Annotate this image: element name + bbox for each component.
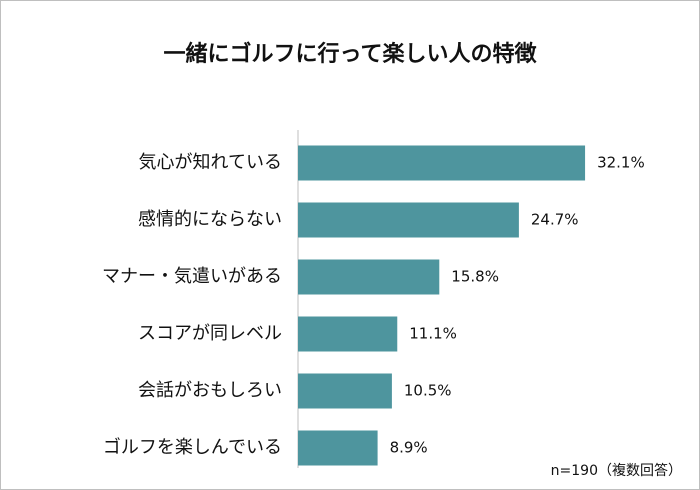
- value-label: 15.8%: [451, 268, 499, 286]
- y-tick-label: スコアが同レベル: [138, 323, 282, 344]
- value-label: 32.1%: [597, 154, 645, 172]
- bar: [298, 430, 378, 466]
- note: n=190（複数回答）: [551, 462, 682, 479]
- y-tick-label: 会話がおもしろい: [138, 380, 282, 401]
- y-tick-label: マナー・気遣いがある: [102, 266, 282, 287]
- value-label: 24.7%: [531, 211, 579, 229]
- bar: [298, 259, 440, 295]
- y-tick-label: 感情的にならない: [138, 209, 282, 230]
- y-tick-label: ゴルフを楽しんでいる: [103, 437, 282, 458]
- bar: [298, 373, 392, 409]
- value-label: 8.9%: [390, 439, 428, 457]
- value-label: 10.5%: [404, 382, 452, 400]
- bar: [298, 145, 586, 181]
- bar: [298, 202, 519, 238]
- y-tick-label: 気心が知れている: [139, 152, 282, 173]
- chart-title: 一緒にゴルフに行って楽しい人の特徴: [164, 41, 538, 67]
- value-label: 11.1%: [409, 325, 457, 343]
- bar: [298, 316, 398, 352]
